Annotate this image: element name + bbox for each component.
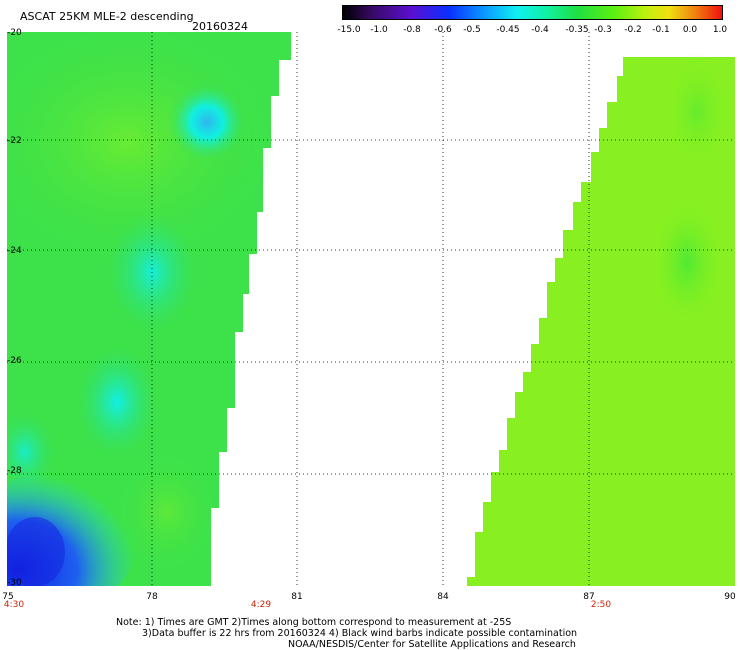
time-label: 2:50 <box>590 600 612 610</box>
lon-label: 84 <box>437 592 449 602</box>
scale-label: -0.2 <box>624 25 642 35</box>
scale-label: -0.5 <box>463 25 481 35</box>
lat-label: -26 <box>7 356 22 366</box>
lon-label: 78 <box>146 592 158 602</box>
scale-label: -0.45 <box>496 25 520 35</box>
scale-label: 1.0 <box>712 25 728 35</box>
map-title: ASCAT 25KM MLE-2 descending <box>20 10 194 23</box>
scale-label: 0.0 <box>682 25 698 35</box>
note-line-2: 3)Data buffer is 22 hrs from 20160324 4)… <box>142 628 578 639</box>
west-swath <box>7 32 291 586</box>
color-scale-labels: -15.0 -1.0 -0.8 -0.6 -0.5 -0.45 -0.4 -0.… <box>332 25 732 37</box>
scale-label: -0.35 <box>565 25 589 35</box>
scale-label: -1.0 <box>370 25 388 35</box>
note-line-3: NOAA/NESDIS/Center for Satellite Applica… <box>288 639 576 650</box>
scale-label: -0.6 <box>434 25 452 35</box>
time-label: 4:30 <box>3 600 25 610</box>
lon-label: 81 <box>291 592 303 602</box>
map-plot <box>7 32 735 586</box>
scale-label: -0.4 <box>531 25 549 35</box>
map-date: 20160324 <box>192 20 248 33</box>
color-scale-bar <box>342 5 723 20</box>
lon-label: 90 <box>724 592 736 602</box>
note-line-1: Note: 1) Times are GMT 2)Times along bot… <box>116 617 512 628</box>
lat-label: -28 <box>7 466 22 476</box>
lat-label: -24 <box>7 246 22 256</box>
east-swath <box>467 52 735 586</box>
map-grid <box>7 32 735 586</box>
time-label: 4:29 <box>250 600 272 610</box>
lat-label: -22 <box>7 136 22 146</box>
lat-label: -30 <box>7 578 22 588</box>
lat-label: -20 <box>7 28 22 38</box>
scale-label: -15.0 <box>337 25 361 35</box>
lon-label: 75 <box>2 592 14 602</box>
scale-label: -0.3 <box>594 25 612 35</box>
scale-label: -0.1 <box>652 25 670 35</box>
scale-label: -0.8 <box>403 25 421 35</box>
lon-label: 87 <box>583 592 595 602</box>
